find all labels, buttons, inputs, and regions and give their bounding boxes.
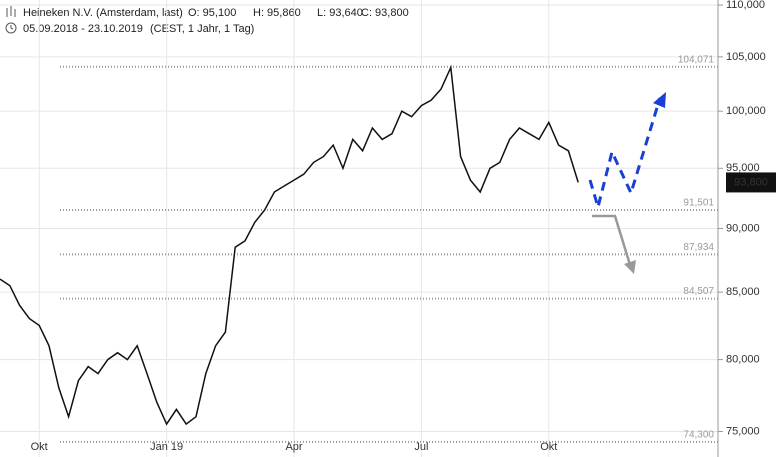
- level-label: 74,300: [683, 430, 714, 441]
- ohlc-open: O: 95,100: [188, 7, 236, 19]
- last-price-label: 93,800: [734, 176, 768, 188]
- y-tick-label: 85,000: [726, 286, 760, 298]
- level-label: 104,071: [678, 54, 715, 65]
- x-tick-label: Okt: [540, 441, 557, 453]
- ohlc-low: L: 93,640: [317, 7, 363, 19]
- chart-title: Heineken N.V. (Amsterdam, last): [23, 7, 183, 19]
- y-tick-label: 110,000: [726, 0, 765, 11]
- y-tick-label: 80,000: [726, 354, 760, 366]
- chart-icon: [5, 6, 17, 34]
- level-label: 84,507: [683, 286, 714, 297]
- level-label: 91,501: [683, 198, 714, 209]
- y-tick-label: 95,000: [726, 162, 760, 174]
- x-tick-label: Jul: [414, 441, 428, 453]
- level-label: 87,934: [683, 242, 714, 253]
- y-tick-label: 75,000: [726, 425, 760, 437]
- x-tick-label: Apr: [285, 441, 302, 453]
- last-price-box: [726, 172, 776, 193]
- x-tick-label: Okt: [31, 441, 48, 453]
- x-tick-label: Jan 19: [150, 441, 183, 453]
- forecast-arrows: [588, 92, 666, 274]
- y-tick-label: 90,000: [726, 222, 760, 234]
- chart-subtitle-note: (CEST, 1 Jahr, 1 Tag): [150, 23, 254, 35]
- y-tick-label: 100,000: [726, 105, 766, 117]
- price-line: [0, 64, 579, 426]
- ohlc-close: C: 93,800: [361, 7, 409, 19]
- ohlc-high: H: 95,860: [253, 7, 301, 19]
- y-tick-label: 105,000: [726, 51, 766, 63]
- chart-subtitle: 05.09.2018 - 23.10.2019: [23, 23, 143, 35]
